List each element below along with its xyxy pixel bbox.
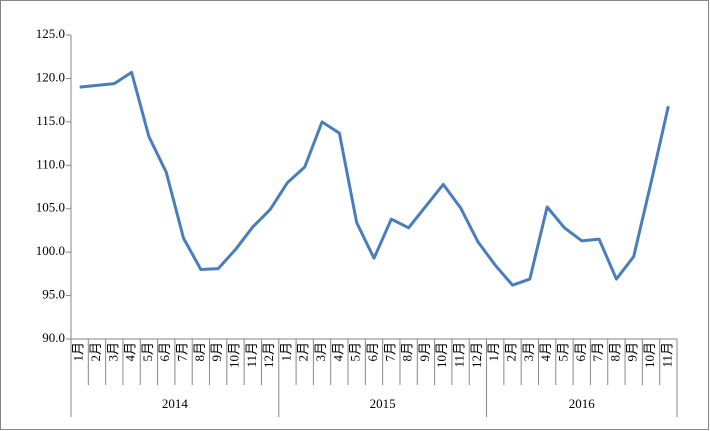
x-tick-label: 1月 [71,342,86,362]
y-tick-label: 90.0 [42,330,65,345]
group-label: 2015 [370,396,396,411]
x-tick-label: 3月 [105,342,120,362]
x-tick-label: 12月 [469,342,484,368]
x-tick-label: 1月 [486,342,501,362]
x-tick-label: 4月 [538,342,553,362]
x-tick-label: 9月 [625,342,640,362]
x-tick-label: 8月 [607,342,622,362]
x-tick-label: 5月 [348,342,363,362]
x-tick-label: 10月 [226,342,241,368]
x-tick-label: 2月 [88,342,103,362]
x-tick-label: 2月 [296,342,311,362]
x-tick-label: 10月 [434,342,449,368]
y-tick-label: 100.0 [36,243,65,258]
x-tick-label: 9月 [209,342,224,362]
x-tick-label: 11月 [452,342,467,368]
y-tick-label: 125.0 [36,26,65,41]
x-tick-label: 2月 [503,342,518,362]
x-tick-label: 7月 [590,342,605,362]
x-tick-label: 3月 [313,342,328,362]
x-tick-label: 7月 [382,342,397,362]
x-tick-label: 4月 [123,342,138,362]
y-tick-label: 115.0 [36,113,65,128]
x-tick-label: 8月 [400,342,415,362]
y-tick-label: 120.0 [36,69,65,84]
x-tick-label: 6月 [157,342,172,362]
x-tick-label: 12月 [261,342,276,368]
x-tick-label: 11月 [244,342,259,368]
x-tick-label: 5月 [140,342,155,362]
x-tick-label: 9月 [417,342,432,362]
group-label: 2016 [569,396,596,411]
x-tick-label: 5月 [555,342,570,362]
x-tick-label: 3月 [521,342,536,362]
x-tick-label: 6月 [573,342,588,362]
group-label: 2014 [162,396,189,411]
y-tick-label: 105.0 [36,200,65,215]
x-tick-label: 1月 [278,342,293,362]
y-tick-label: 95.0 [42,287,65,302]
x-tick-label: 6月 [365,342,380,362]
x-tick-label: 11月 [659,342,674,368]
line [79,70,670,287]
x-tick-label: 8月 [192,342,207,362]
x-tick-label: 10月 [642,342,657,368]
y-tick-label: 110.0 [36,156,65,171]
x-tick-label: 4月 [330,342,345,362]
x-tick-label: 7月 [175,342,190,362]
